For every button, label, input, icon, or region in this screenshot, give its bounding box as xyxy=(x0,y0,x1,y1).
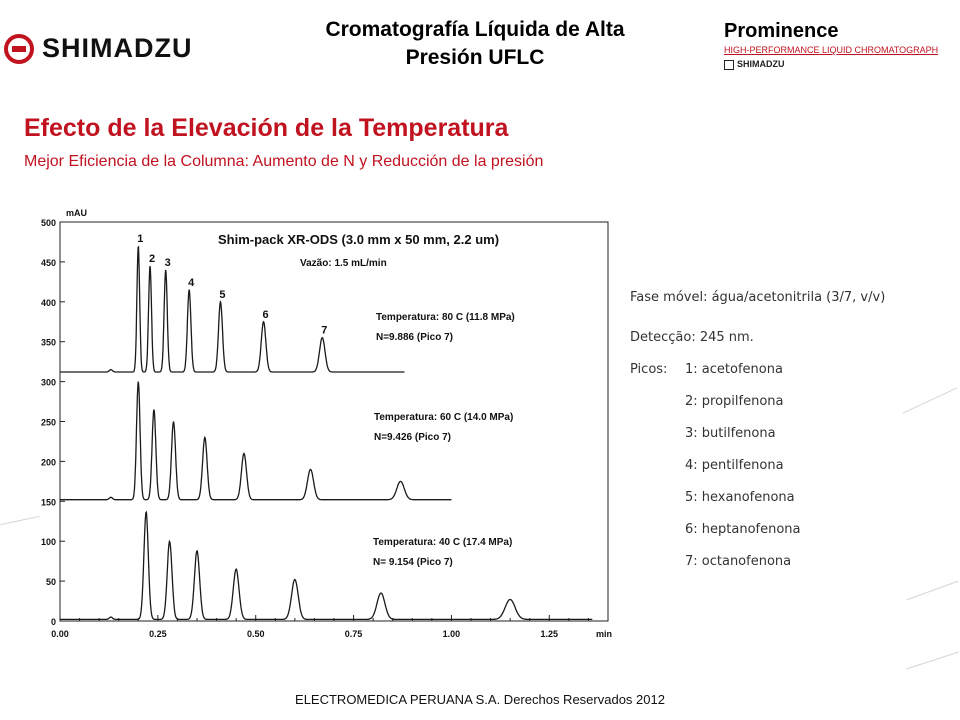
trace-temperature-label: Temperatura: 60 C (14.0 MPa) xyxy=(374,412,513,423)
x-tick-label: 0.00 xyxy=(51,629,69,639)
chromatogram-svg: 0 50 100 150 200 250 300 350 400 450 500 0.00 0.25 0.… xyxy=(41,208,612,639)
trace-n-label: N=9.886 (Pico 7) xyxy=(376,332,453,343)
shimadzu-logo-text: SHIMADZU xyxy=(42,33,193,63)
x-tick-label: 0.25 xyxy=(149,629,167,639)
trace-line xyxy=(60,245,405,373)
peak-number-label: 1 xyxy=(137,233,143,245)
plot-frame xyxy=(59,221,609,622)
y-tick-label: 500 xyxy=(41,218,56,228)
y-tick-label: 200 xyxy=(41,457,56,467)
brand-subtitle: HIGH-PERFORMANCE LIQUID CHROMATOGRAPH xyxy=(724,45,939,55)
x-tick-label: 0.75 xyxy=(345,629,363,639)
mobile-phase: Fase móvel: água/acetonitrila (3/7, v/v) xyxy=(630,290,886,305)
x-axis-label: min xyxy=(596,629,612,639)
peak-number-label: 4 xyxy=(188,277,195,289)
peak-number-label: 7 xyxy=(321,325,327,337)
peak-item: 5: hexanofenona xyxy=(685,490,795,505)
trace-n-label: N=9.426 (Pico 7) xyxy=(374,432,451,443)
background-decoration xyxy=(906,580,959,601)
y-tick-label: 450 xyxy=(41,258,56,268)
brand-name: Prominence xyxy=(724,20,839,42)
x-tick-label: 1.00 xyxy=(443,629,461,639)
brand-shimadzu-logo: SHIMADZU xyxy=(724,59,960,70)
y-tick-label: 0 xyxy=(51,617,56,627)
trace-temperature-label: Temperatura: 40 C (17.4 MPa) xyxy=(373,537,512,548)
trace-n-label: N= 9.154 (Pico 7) xyxy=(373,557,453,568)
chart-title: Shim-pack XR-ODS (3.0 mm x 50 mm, 2.2 um… xyxy=(218,232,499,247)
shimadzu-mark-icon xyxy=(724,59,734,70)
peak-number-label: 6 xyxy=(262,309,268,321)
trace-line xyxy=(60,510,593,621)
trace-line xyxy=(60,381,452,501)
detection: Detecção: 245 nm. xyxy=(630,330,754,345)
y-tick-label: 150 xyxy=(41,497,56,507)
y-tick-label: 50 xyxy=(46,577,56,587)
chromatogram-chart: 0 50 100 150 200 250 300 350 400 450 500 0.00 0.25 0.… xyxy=(18,200,618,650)
shimadzu-logo: SHIMADZU xyxy=(4,30,204,72)
y-tick-label: 300 xyxy=(41,378,56,388)
shimadzu-logo-icon xyxy=(4,34,34,64)
prominence-brand: Prominence HIGH-PERFORMANCE LIQUID CHROM… xyxy=(724,20,960,70)
peak-item: 6: heptanofenona xyxy=(685,522,801,537)
section-title: Efecto de la Elevación de la Temperatura xyxy=(24,114,509,142)
peak-item: 4: pentilfenona xyxy=(685,458,784,473)
y-tick-label: 100 xyxy=(41,537,56,547)
trace-temperature-label: Temperatura: 80 C (11.8 MPa) xyxy=(376,312,515,323)
y-tick-label: 350 xyxy=(41,338,56,348)
peaks-label: Picos: xyxy=(630,362,668,377)
slide-title: Cromatografía Líquida de Alta Presión UF… xyxy=(250,16,700,72)
slide-title-line1: Cromatografía Líquida de Alta xyxy=(325,18,625,41)
peak-number-label: 3 xyxy=(165,257,171,269)
footer: ELECTROMEDICA PERUANA S.A. Derechos Rese… xyxy=(295,692,665,707)
y-axis-label: mAU xyxy=(66,208,87,218)
peak-item: 2: propilfenona xyxy=(685,394,784,409)
y-tick-label: 400 xyxy=(41,298,56,308)
background-decoration xyxy=(906,651,959,670)
peak-item: 1: acetofenona xyxy=(685,362,783,377)
x-tick-label: 0.50 xyxy=(247,629,265,639)
peak-item: 3: butilfenona xyxy=(685,426,776,441)
peak-number-label: 5 xyxy=(219,289,225,301)
slide-title-line2: Presión UFLC xyxy=(405,46,545,69)
chart-subtitle: Vazão: 1.5 mL/min xyxy=(300,258,387,269)
section-subtitle: Mejor Eficiencia de la Columna: Aumento … xyxy=(24,153,544,170)
y-tick-label: 250 xyxy=(41,418,56,428)
peak-number-label: 2 xyxy=(149,253,155,265)
background-decoration xyxy=(902,387,958,414)
brand-logo-text: SHIMADZU xyxy=(737,59,785,69)
x-tick-label: 1.25 xyxy=(541,629,559,639)
peak-item: 7: octanofenona xyxy=(685,554,792,569)
